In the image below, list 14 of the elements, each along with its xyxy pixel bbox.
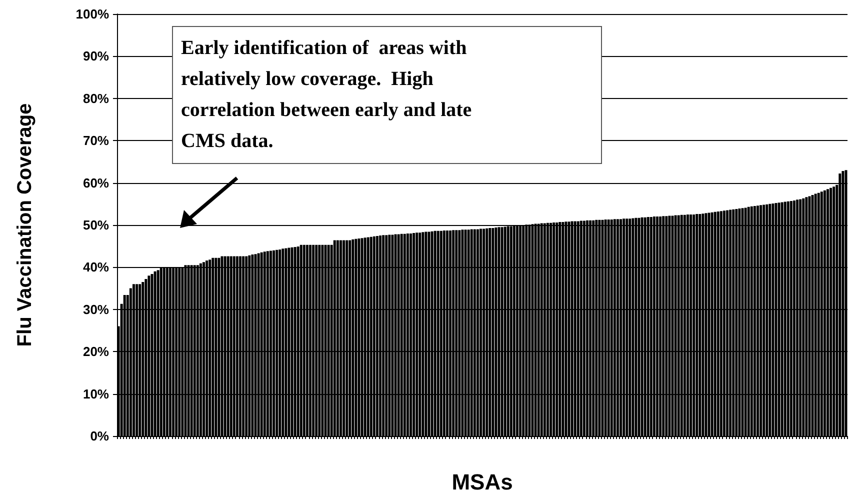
y-tick-label: 20% — [82, 344, 110, 360]
y-tick-label: 80% — [82, 90, 110, 106]
y-tick-label: 50% — [82, 218, 110, 232]
y-tick-label: 40% — [82, 260, 110, 275]
y-tick-label: 0% — [90, 428, 110, 444]
y-tick-label: 10% — [82, 386, 110, 402]
y-tick-label: 100% — [76, 6, 110, 22]
callout-box: Early identification of areas with relatively low coverage. High correlation between early and late CMS data. — [172, 26, 602, 164]
x-axis-title: MSAs — [452, 470, 513, 494]
y-tick-label: 30% — [82, 302, 110, 317]
y-tick-label: 90% — [82, 48, 110, 64]
y-axis-title: Flu Vaccination Coverage — [14, 103, 36, 347]
y-tick-label: 70% — [82, 133, 110, 148]
y-tick-label: 60% — [82, 175, 110, 190]
